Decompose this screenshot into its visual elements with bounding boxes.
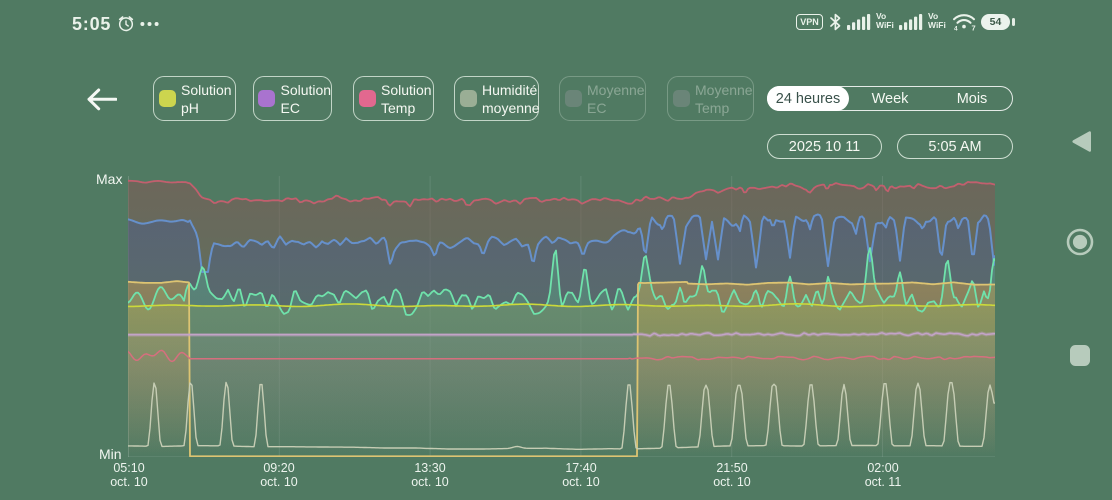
- svg-text:7: 7: [972, 24, 976, 32]
- svg-text:4: 4: [954, 26, 958, 32]
